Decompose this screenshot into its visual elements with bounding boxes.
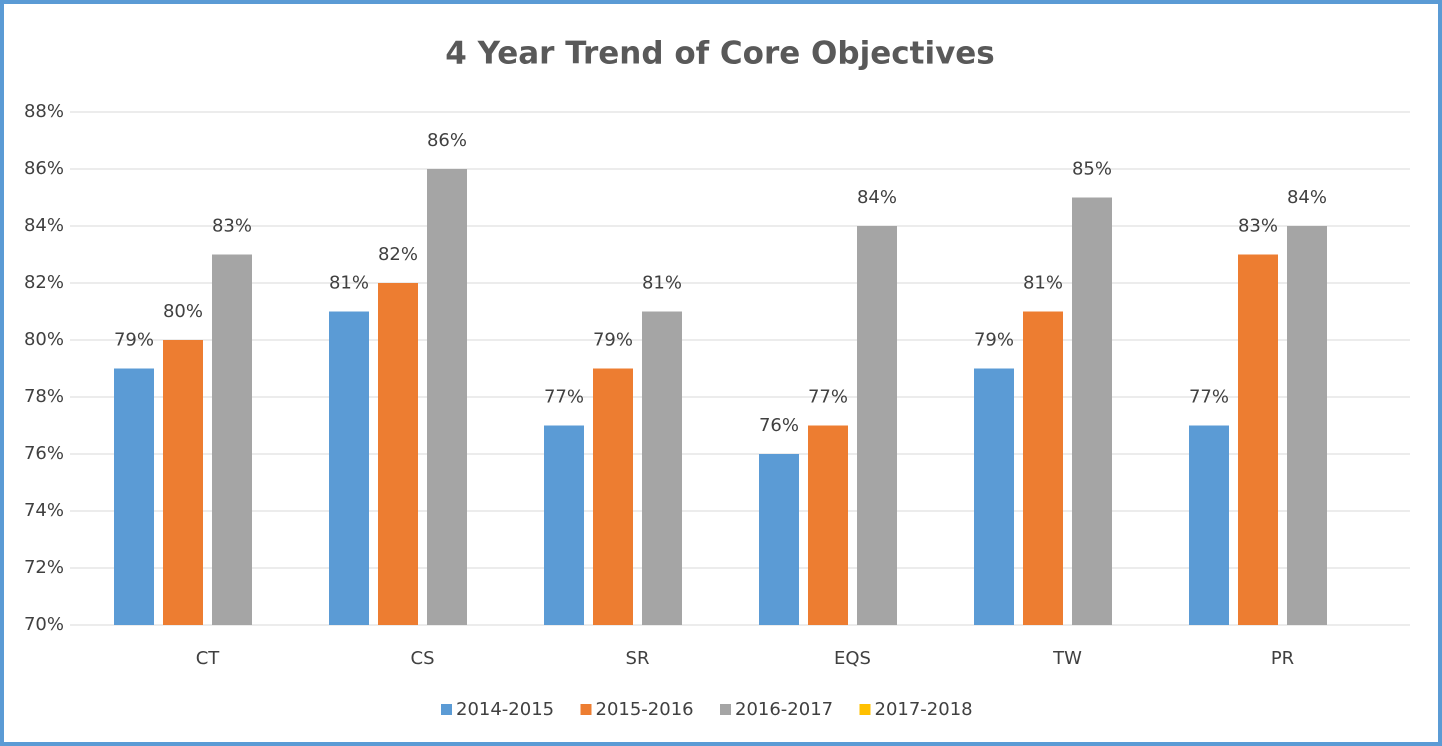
data-label: 76% <box>759 415 799 436</box>
data-label: 77% <box>544 387 584 408</box>
legend-label: 2015-2016 <box>596 699 694 720</box>
x-tick-label: CT <box>196 648 221 669</box>
data-label: 81% <box>329 273 369 294</box>
data-label: 79% <box>114 330 154 351</box>
y-tick-label: 82% <box>24 272 64 293</box>
data-label: 83% <box>212 216 252 237</box>
bar <box>1072 197 1112 625</box>
legend-label: 2014-2015 <box>456 699 554 720</box>
legend-swatch <box>720 704 731 715</box>
y-tick-label: 72% <box>24 557 64 578</box>
bar <box>544 425 584 625</box>
y-tick-label: 70% <box>24 614 64 635</box>
x-tick-label: EQS <box>834 648 871 669</box>
legend-label: 2017-2018 <box>875 699 973 720</box>
x-tick-label: PR <box>1271 648 1294 669</box>
chart-title: 4 Year Trend of Core Objectives <box>445 36 995 72</box>
bar <box>427 169 467 625</box>
x-tick-label: SR <box>626 648 650 669</box>
data-label: 81% <box>1023 273 1063 294</box>
bar <box>593 368 633 625</box>
bar <box>974 368 1014 625</box>
legend-swatch <box>580 704 592 715</box>
data-label: 84% <box>1287 187 1327 208</box>
y-tick-label: 86% <box>24 158 64 179</box>
data-label: 85% <box>1072 159 1112 180</box>
data-label: 77% <box>1189 387 1229 408</box>
legend-swatch <box>441 704 452 715</box>
bar <box>1023 311 1063 625</box>
data-label: 83% <box>1238 216 1278 237</box>
x-tick-label: CS <box>411 648 435 669</box>
bar <box>1287 226 1327 625</box>
data-label: 81% <box>642 273 682 294</box>
y-tick-label: 84% <box>24 215 64 236</box>
data-label: 79% <box>593 330 633 351</box>
bar <box>163 340 203 625</box>
legend-label: 2016-2017 <box>735 699 833 720</box>
data-label: 84% <box>857 187 897 208</box>
bar <box>759 454 799 625</box>
bar <box>642 311 682 625</box>
bar <box>378 283 418 625</box>
legend-swatch <box>859 704 871 715</box>
bar <box>857 226 897 625</box>
data-label: 77% <box>808 387 848 408</box>
bar <box>1238 254 1278 625</box>
bar <box>114 368 154 625</box>
x-tick-label: TW <box>1052 648 1082 669</box>
data-label: 80% <box>163 301 203 322</box>
y-tick-label: 88% <box>24 101 64 122</box>
bar <box>808 425 848 625</box>
y-tick-label: 76% <box>24 443 64 464</box>
data-label: 82% <box>378 244 418 265</box>
bar <box>212 254 252 625</box>
y-tick-label: 80% <box>24 329 64 350</box>
y-tick-label: 78% <box>24 386 64 407</box>
bar <box>1189 425 1229 625</box>
data-label: 86% <box>427 130 467 151</box>
y-tick-label: 74% <box>24 500 64 521</box>
bar <box>329 311 369 625</box>
data-label: 79% <box>974 330 1014 351</box>
